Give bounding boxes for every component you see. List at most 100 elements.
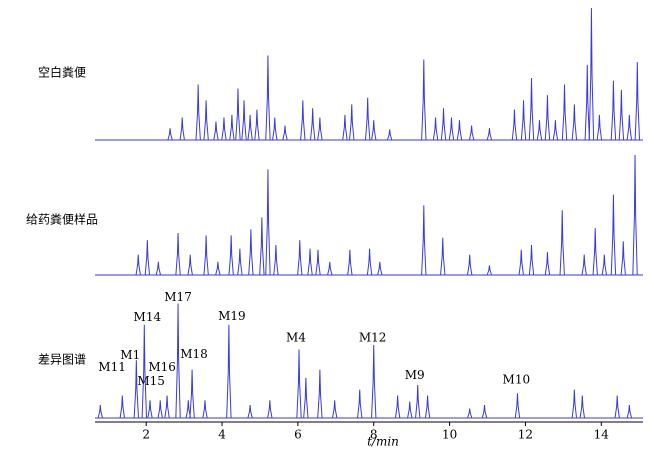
- peak: [267, 400, 273, 419]
- trace-label: 给药粪便样品: [26, 212, 98, 227]
- peak: [331, 400, 338, 419]
- peak: [265, 169, 271, 276]
- peak: [135, 254, 141, 276]
- peak: [187, 254, 193, 276]
- peak: [179, 117, 185, 141]
- peak: [119, 395, 125, 419]
- peak-annotation: M17: [164, 290, 192, 304]
- peak-annotation: M16: [148, 360, 176, 374]
- x-tick-label: 12: [518, 428, 533, 442]
- peak-annotation: M19: [218, 309, 246, 323]
- peak: [203, 100, 209, 141]
- peak: [228, 235, 234, 276]
- peak: [467, 408, 473, 419]
- peak: [296, 349, 302, 419]
- peak-annotation: M18: [180, 347, 208, 361]
- peak: [265, 55, 271, 141]
- peak: [247, 404, 253, 419]
- peak: [614, 395, 620, 419]
- peak: [518, 249, 524, 276]
- x-tick-label: 8: [370, 428, 378, 442]
- peak: [241, 100, 247, 141]
- peak: [195, 84, 201, 141]
- peak: [634, 62, 641, 141]
- peak: [303, 377, 309, 419]
- peak: [202, 400, 208, 419]
- peak: [601, 254, 608, 276]
- peak: [596, 114, 603, 141]
- peak: [571, 389, 578, 419]
- peak: [440, 108, 447, 141]
- peak: [221, 117, 227, 141]
- peak-annotation: M14: [134, 310, 162, 324]
- peak: [415, 384, 421, 419]
- peak: [618, 89, 625, 141]
- peak: [371, 120, 377, 141]
- peak: [610, 80, 617, 141]
- peak: [536, 120, 543, 141]
- peak: [544, 252, 551, 276]
- peak: [571, 104, 578, 141]
- peak: [552, 120, 559, 141]
- peak: [317, 117, 323, 141]
- trace-label: 差异图谱: [38, 353, 86, 367]
- peak: [357, 389, 363, 419]
- peak: [282, 125, 288, 141]
- peak: [626, 404, 633, 419]
- x-tick-label: 10: [442, 428, 457, 442]
- x-tick-label: 4: [218, 428, 226, 442]
- peak: [133, 360, 140, 419]
- peak: [592, 228, 598, 276]
- peak: [514, 393, 521, 419]
- peak: [307, 248, 313, 276]
- peak: [407, 401, 413, 419]
- peak: [157, 400, 163, 419]
- peak: [377, 261, 383, 276]
- peak: [317, 369, 323, 419]
- peak: [448, 117, 455, 141]
- peak: [371, 344, 377, 419]
- peak: [366, 248, 373, 276]
- peak: [226, 324, 232, 419]
- peak: [588, 7, 595, 141]
- peak-annotation: M4: [286, 330, 306, 344]
- peak: [520, 100, 527, 141]
- peak: [481, 404, 488, 419]
- peak: [468, 125, 475, 141]
- peak: [559, 210, 565, 276]
- peak: [229, 114, 235, 141]
- peak: [511, 109, 518, 141]
- peak-annotation: M10: [503, 373, 531, 387]
- peak-annotation: M12: [359, 330, 387, 344]
- peak: [164, 395, 170, 419]
- peak: [175, 232, 181, 276]
- peak-annotation: M1: [120, 348, 140, 362]
- peak: [185, 400, 191, 419]
- peak: [273, 244, 279, 276]
- peak: [155, 261, 162, 276]
- x-axis-label: t/min: [367, 435, 399, 449]
- peak: [579, 395, 586, 419]
- peak: [421, 205, 427, 276]
- peak: [167, 128, 173, 141]
- peak: [620, 241, 626, 276]
- peak: [309, 108, 316, 141]
- peak: [147, 400, 153, 419]
- peak: [364, 97, 371, 141]
- peak: [626, 114, 633, 141]
- x-tick-label: 6: [294, 428, 302, 442]
- peak: [528, 244, 535, 276]
- peak-annotation: M15: [137, 374, 165, 388]
- peak: [144, 240, 151, 276]
- peak: [97, 404, 103, 419]
- peak: [440, 237, 446, 276]
- x-tick-label: 14: [594, 428, 610, 442]
- peak-annotation: M9: [405, 368, 425, 382]
- peak-annotation: M11: [98, 360, 126, 374]
- peak: [456, 120, 463, 141]
- peak: [528, 77, 535, 141]
- peak: [486, 128, 493, 141]
- peak: [327, 261, 333, 276]
- peak: [421, 59, 427, 141]
